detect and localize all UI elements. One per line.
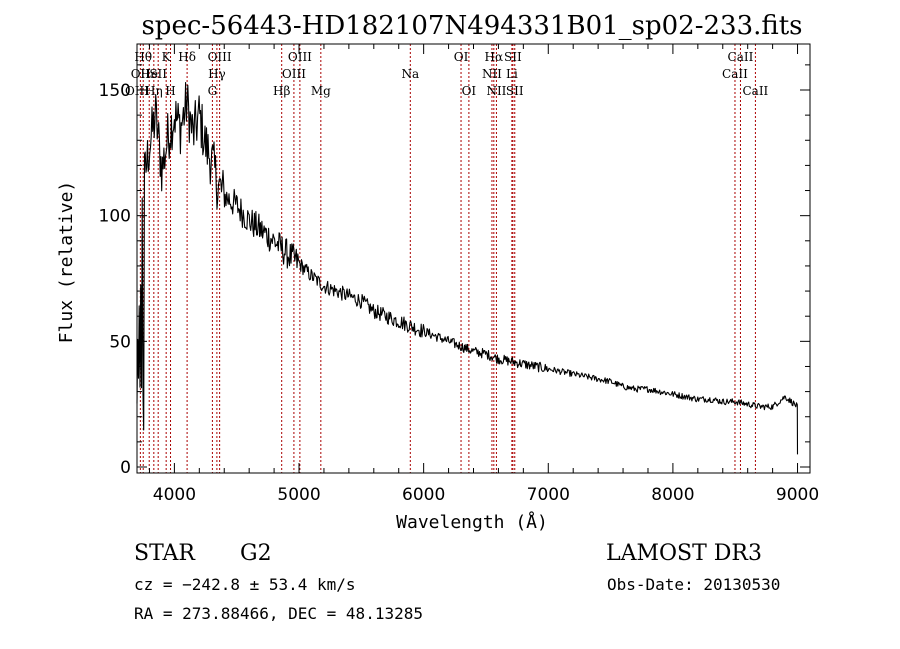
spectral-line-label: Hθ bbox=[134, 50, 152, 64]
spectral-line-label: G bbox=[208, 84, 218, 98]
x-tick-label: 8000 bbox=[651, 485, 694, 505]
spectral-line-label: SII bbox=[506, 84, 524, 98]
spectral-line-label: H bbox=[165, 84, 175, 98]
y-tick-label: 150 bbox=[99, 81, 131, 101]
spectral-line-label: K bbox=[162, 50, 172, 64]
spectral-line-label: OII bbox=[131, 67, 151, 81]
chart-title: spec-56443-HD182107N494331B01_sp02-233.f… bbox=[141, 11, 802, 41]
observation-date: Obs-Date: 20130530 bbox=[607, 575, 780, 594]
spectral-line-label: SII bbox=[149, 67, 167, 81]
spectral-line-label: CaII bbox=[722, 67, 748, 81]
spectral-line-label: NII bbox=[482, 67, 502, 81]
y-tick-label: 0 bbox=[120, 458, 131, 478]
spectral-line-label: Mg bbox=[311, 84, 331, 98]
spectral-line-label: Hη bbox=[145, 84, 163, 98]
spectral-line-label: He bbox=[140, 67, 158, 81]
spectral-line-label: OI bbox=[462, 84, 477, 98]
coordinates-readout: RA = 273.88466, DEC = 48.13285 bbox=[134, 604, 423, 623]
x-tick-label: 4000 bbox=[153, 485, 196, 505]
spectral-line-label: SII bbox=[504, 50, 522, 64]
spectral-line-label: OIII bbox=[288, 50, 312, 64]
y-axis-ticks: 0 50 100 150 bbox=[99, 64, 810, 478]
spectral-line-label: Hβ bbox=[273, 84, 290, 98]
spectral-line-label: Li bbox=[506, 67, 518, 81]
x-tick-label: 9000 bbox=[776, 485, 819, 505]
spectral-line-markers bbox=[136, 44, 756, 473]
x-tick-label: 6000 bbox=[402, 485, 445, 505]
y-axis-label: Flux (relative) bbox=[56, 181, 77, 344]
spectral-line-label: Na bbox=[401, 67, 419, 81]
y-tick-label: 50 bbox=[109, 332, 131, 352]
plot-frame bbox=[136, 43, 811, 474]
spectral-line-label: Hδ bbox=[178, 50, 196, 64]
redshift-readout: cz = −242.8 ± 53.4 km/s bbox=[134, 575, 356, 594]
spectral-line-label: CaII bbox=[742, 84, 768, 98]
x-tick-label: 7000 bbox=[527, 485, 570, 505]
spectral-line-label: CaII bbox=[728, 50, 754, 64]
y-tick-label: 100 bbox=[99, 207, 131, 227]
spectrum-line bbox=[136, 81, 799, 455]
spectral-line-label: Hγ bbox=[208, 67, 226, 81]
spectral-line-label: OIII bbox=[208, 50, 232, 64]
spectral-line-label: OI bbox=[454, 50, 469, 64]
survey-name: LAMOST DR3 bbox=[606, 541, 762, 566]
x-axis-label: Wavelength (Å) bbox=[396, 511, 548, 533]
object-type: STAR bbox=[134, 541, 196, 566]
spectral-line-label: NII bbox=[486, 84, 506, 98]
spectral-line-label: Hα bbox=[485, 50, 504, 64]
x-axis-ticks: 4000 5000 6000 7000 8000 9000 bbox=[148, 44, 819, 505]
x-tick-label: 5000 bbox=[277, 485, 320, 505]
spectral-subclass: G2 bbox=[240, 541, 272, 566]
spectral-line-label: OIII bbox=[282, 67, 306, 81]
